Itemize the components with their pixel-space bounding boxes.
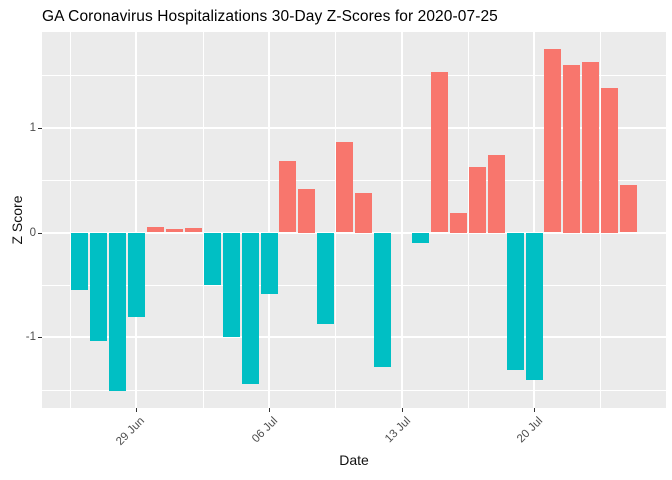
y-minor-gridline: [42, 390, 666, 391]
x-major-gridline: [268, 32, 270, 408]
bar-01-jul: [166, 229, 183, 232]
x-major-gridline: [135, 32, 137, 408]
y-tick-mark: [38, 337, 42, 338]
bar-28-jun: [109, 233, 126, 391]
bar-21-jul: [544, 49, 561, 232]
bar-06-jul: [261, 233, 278, 294]
x-minor-gridline: [600, 32, 601, 408]
bar-27-jun: [90, 233, 107, 341]
x-tick-mark: [269, 408, 270, 412]
plot-panel: [42, 32, 666, 408]
x-tick-label-29-jun: 29 Jun: [114, 415, 148, 448]
bar-15-jul: [431, 72, 448, 232]
bar-19-jul: [507, 233, 524, 370]
bar-18-jul: [488, 155, 505, 233]
x-minor-gridline: [70, 32, 71, 408]
x-tick-label-13-jul: 13 Jul: [383, 415, 414, 446]
bar-02-jul: [185, 228, 202, 232]
bar-17-jul: [469, 167, 486, 233]
x-major-gridline: [401, 32, 403, 408]
bar-23-jul: [582, 62, 599, 233]
x-tick-label-06-jul: 06 Jul: [250, 415, 281, 446]
y-minor-gridline: [42, 180, 666, 181]
y-axis-title: Z Score: [9, 195, 25, 245]
bar-25-jul: [620, 185, 637, 232]
bar-03-jul: [204, 233, 221, 285]
chart-title: GA Coronavirus Hospitalizations 30-Day Z…: [42, 8, 498, 25]
y-minor-gridline: [42, 285, 666, 286]
x-major-gridline: [533, 32, 535, 408]
y-major-gridline: [42, 127, 666, 129]
y-major-gridline: [42, 232, 666, 234]
bar-05-jul: [242, 233, 259, 384]
y-tick-mark: [38, 128, 42, 129]
bar-30-jun: [147, 227, 164, 232]
x-minor-gridline: [335, 32, 336, 408]
bar-14-jul: [412, 233, 429, 243]
y-tick-label-1: 1: [29, 122, 36, 134]
bar-10-jul: [336, 142, 353, 232]
x-minor-gridline: [203, 32, 204, 408]
bar-09-jul: [317, 233, 334, 324]
y-tick-label--1: -1: [25, 331, 36, 343]
y-tick-mark: [38, 233, 42, 234]
bar-26-jun: [71, 233, 88, 290]
x-axis-title: Date: [339, 452, 369, 468]
y-tick-label-0: 0: [29, 227, 36, 239]
bar-16-jul: [450, 213, 467, 233]
x-tick-mark: [402, 408, 403, 412]
bar-04-jul: [223, 233, 240, 337]
y-minor-gridline: [42, 75, 666, 76]
bar-22-jul: [563, 65, 580, 233]
bar-12-jul: [374, 233, 391, 367]
bar-11-jul: [355, 193, 372, 233]
bar-07-jul: [279, 161, 296, 232]
x-tick-label-20-jul: 20 Jul: [515, 415, 546, 446]
x-tick-mark: [136, 408, 137, 412]
bar-08-jul: [298, 189, 315, 233]
y-major-gridline: [42, 336, 666, 338]
x-minor-gridline: [468, 32, 469, 408]
bar-29-jun: [128, 233, 145, 317]
x-tick-mark: [534, 408, 535, 412]
bar-24-jul: [601, 88, 618, 233]
bar-20-jul: [526, 233, 543, 380]
